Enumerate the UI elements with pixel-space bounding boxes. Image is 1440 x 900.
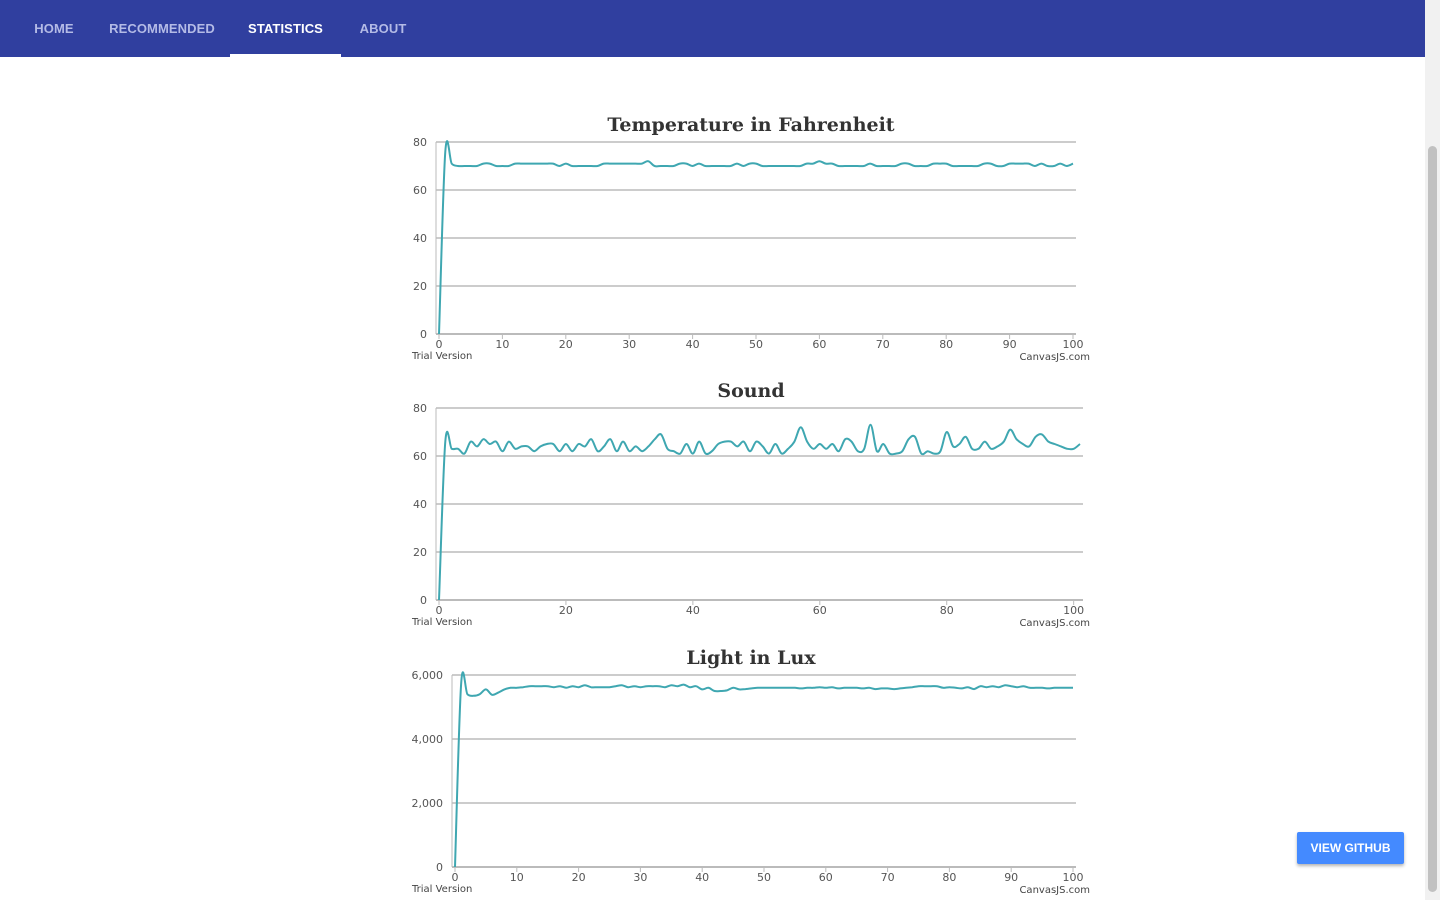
chart-title: Light in Lux: [686, 647, 816, 669]
scrollbar[interactable]: [1425, 0, 1440, 900]
x-tick-label: 20: [572, 871, 586, 884]
y-tick-label: 6,000: [412, 669, 444, 682]
x-tick-label: 40: [686, 604, 700, 617]
y-tick-label: 40: [413, 498, 427, 511]
x-tick-label: 0: [436, 338, 443, 351]
chart-title: Temperature in Fahrenheit: [607, 114, 894, 136]
x-tick-label: 50: [757, 871, 771, 884]
y-tick-label: 80: [413, 402, 427, 415]
x-tick-label: 60: [819, 871, 833, 884]
x-tick-label: 80: [940, 604, 954, 617]
x-tick-label: 30: [633, 871, 647, 884]
y-tick-label: 0: [436, 861, 443, 874]
series-line: [438, 140, 1074, 335]
x-tick-label: 100: [1063, 338, 1084, 351]
x-tick-label: 70: [881, 871, 895, 884]
series-line: [454, 671, 1073, 868]
x-tick-label: 60: [812, 338, 826, 351]
chart-title: Sound: [717, 380, 784, 402]
x-tick-label: 100: [1063, 871, 1084, 884]
x-tick-label: 60: [813, 604, 827, 617]
trial-version-label: Trial Version: [411, 351, 472, 362]
view-github-button[interactable]: VIEW GITHUB: [1297, 832, 1404, 864]
x-tick-label: 20: [559, 604, 573, 617]
x-tick-label: 90: [1003, 338, 1017, 351]
tab-recommended[interactable]: RECOMMENDED: [109, 21, 215, 36]
x-tick-label: 90: [1004, 871, 1018, 884]
y-tick-label: 0: [420, 328, 427, 341]
x-tick-label: 80: [942, 871, 956, 884]
x-tick-label: 50: [749, 338, 763, 351]
x-tick-label: 10: [510, 871, 524, 884]
canvasjs-credit-label: CanvasJS.com: [1019, 885, 1090, 896]
y-tick-label: 20: [413, 280, 427, 293]
x-tick-label: 40: [695, 871, 709, 884]
y-tick-label: 80: [413, 136, 427, 149]
x-tick-label: 30: [622, 338, 636, 351]
tab-statistics[interactable]: STATISTICS: [230, 0, 341, 57]
x-tick-label: 0: [452, 871, 459, 884]
tab-home[interactable]: HOME: [34, 21, 74, 36]
top-navbar: HOME RECOMMENDED STATISTICS ABOUT: [0, 0, 1425, 57]
x-tick-label: 10: [495, 338, 509, 351]
y-tick-label: 40: [413, 232, 427, 245]
canvasjs-credit-label: CanvasJS.com: [1019, 618, 1090, 629]
scrollbar-thumb[interactable]: [1428, 146, 1437, 892]
x-tick-label: 80: [939, 338, 953, 351]
trial-version-label: Trial Version: [411, 617, 472, 628]
canvasjs-credit-label: CanvasJS.com: [1019, 352, 1090, 363]
y-tick-label: 20: [413, 546, 427, 559]
x-tick-label: 70: [876, 338, 890, 351]
y-tick-label: 4,000: [412, 733, 444, 746]
x-tick-label: 20: [559, 338, 573, 351]
y-tick-label: 60: [413, 450, 427, 463]
y-tick-label: 60: [413, 184, 427, 197]
x-tick-label: 40: [686, 338, 700, 351]
y-tick-label: 2,000: [412, 797, 444, 810]
y-tick-label: 0: [420, 594, 427, 607]
tab-about[interactable]: ABOUT: [359, 21, 407, 36]
x-tick-label: 0: [436, 604, 443, 617]
x-tick-label: 100: [1063, 604, 1084, 617]
series-line: [438, 423, 1081, 601]
trial-version-label: Trial Version: [411, 884, 472, 895]
